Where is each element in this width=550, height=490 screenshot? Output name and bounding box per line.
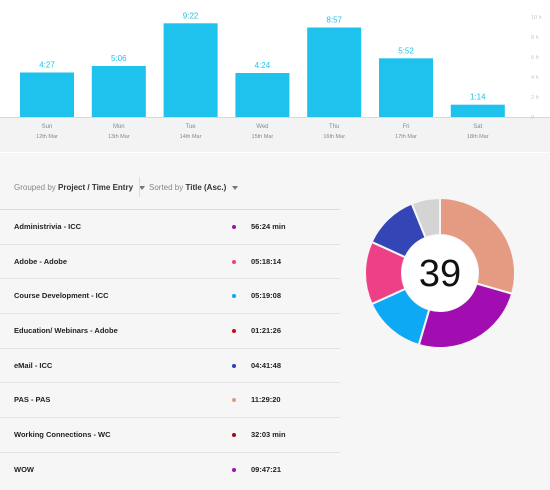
chevron-down-icon bbox=[232, 185, 239, 190]
entry-title: PAS - PAS bbox=[14, 395, 51, 405]
bar bbox=[91, 66, 146, 117]
entry-title: Education/ Webinars - Adobe bbox=[14, 326, 118, 336]
day-label: Mon bbox=[113, 124, 125, 130]
bar-chart-svg: 0 2 h 4 h 6 h 8 h 10 h 4:27 Sun 12th Mar 5:06 Mon 1… bbox=[0, 11, 550, 152]
chevron-down-icon bbox=[139, 185, 146, 190]
project-color-dot bbox=[232, 363, 236, 368]
entry-duration: 04:41:48 bbox=[251, 360, 282, 370]
toolbar-divider bbox=[139, 177, 140, 197]
y-tick-label: 2 h bbox=[531, 95, 539, 101]
y-tick-label: 6 h bbox=[531, 55, 539, 61]
donut-svg: 39 bbox=[364, 196, 516, 349]
list-item[interactable]: eMail - ICC 04:41:48 bbox=[0, 347, 340, 383]
entry-duration: 56:24 min bbox=[251, 222, 286, 231]
entry-duration: 05:18:14 bbox=[251, 256, 282, 266]
entry-duration: 11:29:20 bbox=[251, 395, 281, 405]
project-color-dot bbox=[232, 294, 236, 299]
date-label: 17th Mar bbox=[395, 134, 417, 140]
list-item[interactable]: Working Connections - WC 32:03 min bbox=[0, 417, 340, 452]
bar-value-label: 4:27 bbox=[39, 61, 55, 70]
bar-value-label: 4:24 bbox=[255, 61, 271, 70]
weekly-bar-chart: 0 2 h 4 h 6 h 8 h 10 h 4:27 Sun 12th Mar 5:06 Mon 1… bbox=[0, 0, 550, 152]
donut-center bbox=[402, 235, 478, 311]
y-tick-label: 4 h bbox=[531, 75, 539, 81]
day-label: Thu bbox=[329, 124, 339, 130]
sort-by-prefix: Sorted by bbox=[149, 183, 184, 192]
list-item[interactable]: Adobe - Adobe 05:18:14 bbox=[0, 243, 340, 279]
bar bbox=[20, 72, 74, 117]
project-color-dot bbox=[232, 398, 236, 403]
date-label: 14th Mar bbox=[180, 134, 202, 140]
bar-value-label: 5:06 bbox=[111, 54, 127, 63]
project-color-dot bbox=[232, 329, 236, 334]
entry-title: WOW bbox=[14, 464, 34, 474]
group-by-value: Project / Time Entry bbox=[58, 183, 134, 192]
date-label: 13th Mar bbox=[108, 134, 130, 140]
bar-value-label: 9:22 bbox=[183, 11, 199, 20]
project-donut-chart: 39 bbox=[350, 183, 530, 363]
donut-center-value: 39 bbox=[419, 253, 461, 295]
bar bbox=[379, 58, 433, 117]
group-by-prefix: Grouped by bbox=[14, 183, 56, 192]
project-color-dot bbox=[232, 467, 236, 472]
entry-duration: 09:47:21 bbox=[251, 464, 282, 474]
list-item[interactable]: Education/ Webinars - Adobe 01:21:26 bbox=[0, 313, 340, 348]
entry-duration: 01:21:26 bbox=[251, 326, 282, 336]
day-label: Tue bbox=[186, 124, 197, 130]
entry-title: eMail - ICC bbox=[14, 360, 53, 370]
day-label: Sat bbox=[473, 124, 482, 130]
bar bbox=[307, 27, 362, 117]
bar-value-label: 1:14 bbox=[470, 93, 486, 102]
entry-duration: 05:19:08 bbox=[251, 291, 282, 301]
sort-by-dropdown[interactable]: Sorted by Title (Asc.) bbox=[149, 183, 239, 192]
sort-by-value: Title (Asc.) bbox=[185, 183, 227, 192]
project-color-dot bbox=[232, 259, 236, 264]
bar bbox=[163, 23, 218, 117]
date-label: 15th Mar bbox=[252, 134, 274, 140]
y-tick-label: 10 h bbox=[531, 15, 542, 21]
project-color-dot bbox=[232, 433, 236, 438]
entry-title: Course Development - ICC bbox=[14, 291, 109, 301]
time-entry-list: Administrivia - ICC 56:24 min Adobe - Ad… bbox=[0, 209, 340, 487]
entry-duration: 32:03 min bbox=[251, 430, 286, 440]
x-axis-band bbox=[0, 118, 550, 152]
list-item[interactable]: PAS - PAS 11:29:20 bbox=[0, 382, 340, 418]
group-by-dropdown[interactable]: Grouped by Project / Time Entry bbox=[14, 183, 146, 192]
bar bbox=[235, 73, 290, 117]
date-label: 18th Mar bbox=[467, 134, 489, 140]
y-tick-label: 0 bbox=[531, 115, 534, 121]
entry-title: Administrivia - ICC bbox=[14, 222, 82, 231]
day-label: Wed bbox=[256, 124, 268, 130]
bar-value-label: 8:57 bbox=[326, 16, 342, 25]
day-label: Fri bbox=[403, 124, 410, 130]
date-label: 12th Mar bbox=[36, 134, 58, 140]
day-label: Sun bbox=[42, 124, 53, 130]
bar-value-label: 5:52 bbox=[398, 46, 414, 55]
list-item[interactable]: WOW 09:47:21 bbox=[0, 451, 340, 487]
report-lower-section: Grouped by Project / Time Entry Sorted b… bbox=[0, 153, 550, 490]
list-toolbar: Grouped by Project / Time Entry Sorted b… bbox=[0, 153, 340, 208]
date-label: 16th Mar bbox=[323, 134, 345, 140]
list-item[interactable]: Administrivia - ICC 56:24 min bbox=[0, 209, 340, 244]
bar bbox=[450, 104, 505, 117]
project-color-dot bbox=[232, 225, 236, 229]
y-tick-label: 8 h bbox=[531, 35, 539, 41]
entry-title: Adobe - Adobe bbox=[14, 256, 68, 266]
list-item[interactable]: Course Development - ICC 05:19:08 bbox=[0, 278, 340, 314]
entry-title: Working Connections - WC bbox=[14, 430, 111, 440]
